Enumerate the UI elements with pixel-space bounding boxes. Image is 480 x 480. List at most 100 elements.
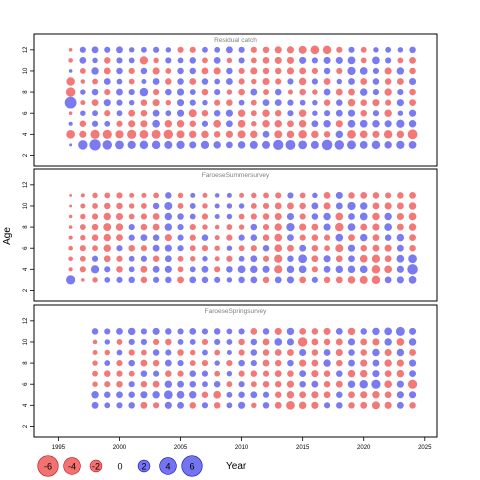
residual-bubble [116, 391, 123, 399]
residual-bubble [116, 46, 123, 54]
residual-bubble [68, 256, 73, 262]
residual-bubble [360, 359, 368, 367]
residual-bubble [152, 202, 160, 210]
y-tick-label: 10 [23, 67, 29, 74]
residual-bubble [298, 265, 307, 274]
residual-bubble [286, 400, 295, 410]
residual-bubble [274, 88, 282, 96]
residual-bubble [348, 349, 355, 356]
residual-bubble [104, 110, 111, 117]
residual-bubble [251, 78, 257, 85]
residual-bubble [152, 67, 160, 75]
residual-bubble [139, 129, 149, 139]
residual-bubble [214, 338, 221, 346]
residual-bubble [177, 266, 184, 273]
residual-bubble [250, 245, 257, 252]
residual-bubble [287, 349, 294, 356]
residual-bubble [104, 266, 111, 273]
residual-bubble [299, 391, 307, 399]
residual-bubble [140, 223, 148, 231]
residual-bubble [128, 203, 135, 209]
residual-bubble [92, 350, 98, 356]
residual-bubble [396, 67, 405, 75]
residual-bubble [384, 348, 392, 357]
residual-bubble [189, 67, 197, 75]
residual-bubble [115, 140, 124, 150]
residual-bubble [323, 67, 331, 75]
residual-bubble [201, 130, 209, 139]
residual-bubble [299, 99, 306, 106]
residual-bubble [384, 380, 393, 389]
residual-bubble [128, 57, 135, 64]
residual-bubble [323, 370, 331, 377]
y-tick-label: 8 [23, 90, 29, 94]
residual-bubble [251, 192, 257, 199]
residual-bubble [287, 202, 294, 210]
legend-label: 6 [189, 462, 194, 472]
residual-bubble [360, 244, 367, 252]
residual-bubble [335, 244, 344, 253]
residual-bubble [311, 78, 318, 85]
residual-bubble [214, 370, 221, 377]
residual-bubble [262, 99, 270, 107]
panel-title: Residual catch [214, 37, 257, 44]
residual-bubble [299, 213, 306, 220]
residual-bubble [384, 401, 392, 409]
residual-bubble [262, 202, 270, 210]
bubbles [66, 191, 418, 285]
residual-bubble [323, 191, 331, 199]
residual-bubble [384, 212, 392, 221]
residual-bubble [177, 359, 184, 367]
residual-bubble [311, 130, 319, 139]
residual-bubble [335, 130, 344, 139]
residual-bubble [165, 276, 172, 284]
residual-bubble [104, 381, 111, 388]
residual-bubble [384, 223, 393, 231]
residual-bubble [176, 99, 185, 107]
residual-bubble [286, 391, 295, 399]
residual-bubble [79, 224, 86, 230]
residual-bubble [335, 56, 343, 64]
residual-bubble [311, 67, 318, 75]
residual-bubble [201, 370, 209, 377]
y-tick-label: 10 [23, 202, 29, 209]
residual-bubble [80, 234, 86, 241]
residual-bubble [287, 120, 294, 128]
residual-bubble [384, 391, 392, 399]
residual-bubble [298, 401, 307, 410]
residual-bubble [68, 214, 73, 219]
residual-bubble [262, 349, 270, 356]
residual-bubble [140, 255, 147, 262]
residual-bubble [321, 139, 333, 151]
residual-bubble [274, 391, 282, 399]
residual-bubble [262, 56, 270, 64]
residual-bubble [360, 109, 367, 117]
residual-bubble [237, 265, 246, 274]
residual-bubble [177, 46, 184, 53]
residual-bubble [189, 120, 197, 128]
residual-bubble [274, 380, 282, 388]
residual-bubble [92, 339, 98, 345]
residual-bubble [384, 276, 392, 284]
residual-bubble [408, 212, 417, 221]
residual-bubble [225, 46, 233, 54]
residual-bubble [80, 79, 86, 84]
residual-bubble [201, 213, 209, 220]
residual-bubble [396, 254, 405, 263]
residual-bubble [103, 212, 111, 221]
residual-bubble [298, 120, 307, 128]
residual-bubble [359, 119, 368, 128]
residual-bubble [140, 359, 148, 367]
residual-bubble [310, 140, 319, 149]
residual-bubble [360, 99, 367, 106]
residual-bubble [91, 234, 99, 241]
residual-bubble [323, 99, 331, 106]
residual-bubble [250, 99, 257, 106]
residual-bubble [177, 213, 184, 220]
residual-bubble [128, 266, 135, 273]
residual-bubble [323, 349, 331, 356]
residual-bubble [164, 244, 172, 252]
residual-bubble [250, 203, 257, 209]
residual-bubble [165, 110, 172, 117]
residual-bubble [81, 278, 85, 282]
